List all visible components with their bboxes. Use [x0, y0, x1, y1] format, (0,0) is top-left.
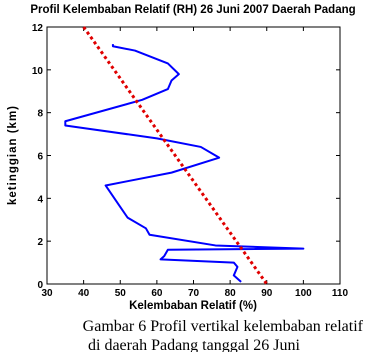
- y-axis-label: ketinggian (km): [7, 105, 19, 205]
- x-tick-label: 40: [78, 288, 90, 299]
- x-tick-label: 110: [332, 288, 349, 299]
- caption-line: Gambar 6 Profil vertikal kelembaban rela…: [83, 318, 364, 335]
- y-tick-label: 10: [32, 66, 44, 77]
- x-tick-label: 30: [41, 288, 53, 299]
- x-tick-label: 90: [261, 288, 273, 299]
- x-tick-label: 60: [151, 288, 163, 299]
- caption-line: di daerah Padang tanggal 26 Juni: [88, 337, 301, 352]
- y-tick-label: 0: [37, 280, 43, 291]
- plot-frame: [46, 26, 341, 285]
- y-tick-label: 8: [37, 109, 43, 120]
- y-tick-label: 6: [37, 152, 43, 163]
- chart-title: Profil Kelembaban Relatif (RH) 26 Juni 2…: [30, 4, 355, 16]
- y-tick-label: 2: [37, 237, 43, 248]
- x-tick-label: 100: [295, 288, 312, 299]
- y-tick-label: 4: [37, 194, 43, 205]
- x-tick-label: 80: [225, 288, 237, 299]
- x-tick-label: 50: [115, 288, 127, 299]
- y-tick-label: 12: [32, 23, 44, 34]
- x-tick-label: 70: [188, 288, 200, 299]
- profile-line: [64, 44, 305, 283]
- x-axis-label: Kelembaban Relatif (%): [129, 300, 257, 312]
- dotted-line: [82, 26, 268, 285]
